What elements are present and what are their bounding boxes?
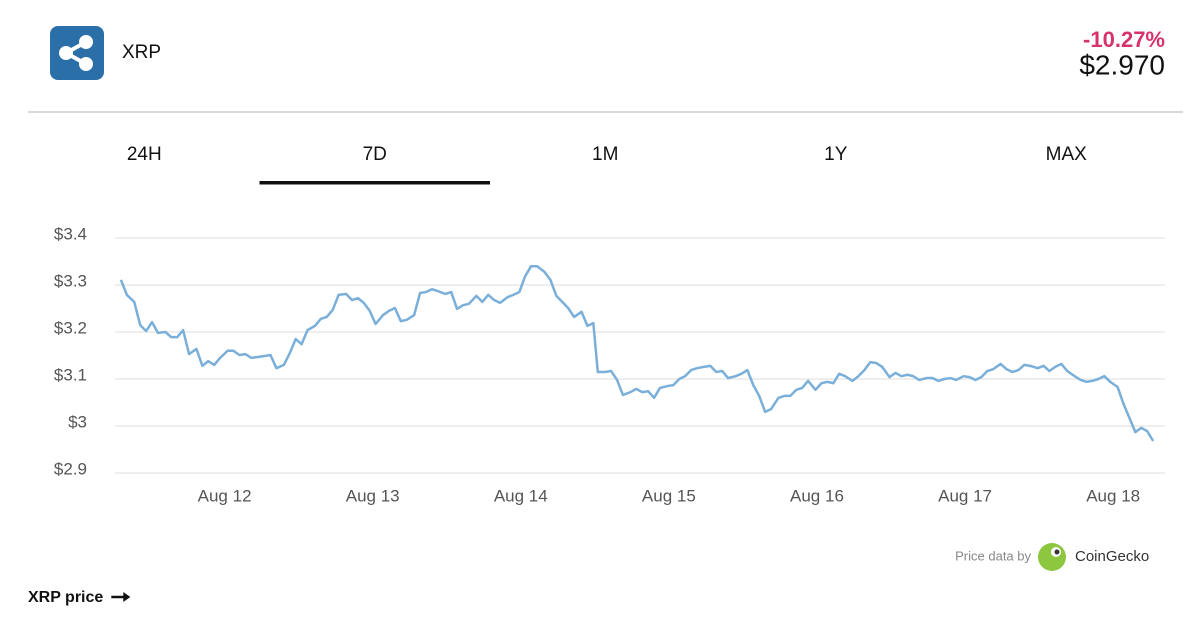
x-tick-label: Aug 14	[494, 486, 548, 505]
price-line	[119, 264, 1155, 442]
tab[interactable]: 7D	[363, 144, 387, 165]
tab[interactable]: MAX	[1046, 144, 1088, 165]
tab-underline	[259, 181, 490, 185]
y-tick-label: $2.9	[54, 459, 87, 478]
y-tick-label: $3.4	[54, 224, 87, 243]
source-prefix: Price data by	[955, 548, 1031, 563]
y-tick-label: $3.3	[54, 271, 87, 290]
price: $2.970	[1079, 49, 1165, 80]
footer-link[interactable]: XRP price	[28, 589, 103, 606]
y-tick-label: $3.2	[54, 318, 87, 337]
source[interactable]: CoinGecko	[1075, 548, 1149, 565]
x-tick-label: Aug 17	[938, 486, 992, 505]
x-tick-label: Aug 12	[198, 486, 252, 505]
x-tick-label: Aug 15	[642, 486, 696, 505]
coin-name: XRP	[122, 42, 161, 63]
x-tick-label: Aug 18	[1086, 486, 1140, 505]
arrow-icon	[111, 592, 131, 602]
tab[interactable]: 24H	[127, 144, 162, 165]
tab[interactable]: 1M	[592, 144, 618, 165]
ripple-icon	[59, 35, 93, 71]
coin-logo	[50, 26, 104, 80]
x-tick-label: Aug 16	[790, 486, 844, 505]
y-tick-label: $3	[68, 412, 87, 431]
y-tick-label: $3.1	[54, 365, 87, 384]
logo-pupil	[1054, 549, 1060, 555]
coingecko-logo	[1038, 543, 1066, 571]
x-tick-label: Aug 13	[346, 486, 400, 505]
price-change: -10.27%	[1083, 27, 1165, 52]
tab[interactable]: 1Y	[824, 144, 848, 165]
